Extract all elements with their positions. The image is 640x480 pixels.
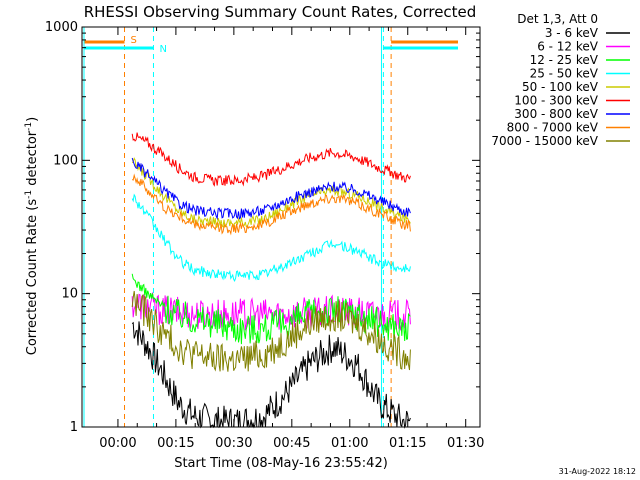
legend-label: 50 - 100 keV	[522, 80, 599, 94]
plot-frame	[81, 26, 481, 428]
y-tick-label: 1	[70, 420, 78, 435]
plot-area	[131, 132, 411, 429]
y-label-main: Corrected Count Rate (s	[25, 199, 40, 356]
y-tick-label: 1000	[45, 20, 78, 35]
y-tick-label: 10	[61, 287, 78, 302]
timestamp: 31-Aug-2022 18:12	[559, 467, 636, 476]
y-label-mid: detector	[25, 130, 40, 190]
y-tick-label: 100	[53, 153, 78, 168]
series-line-8	[131, 173, 411, 236]
y-label-sup1: -1	[24, 190, 34, 199]
legend-label: 7000 - 15000 keV	[491, 134, 598, 148]
x-tick-label: 01:30	[447, 436, 484, 451]
flag-bars: SN	[83, 27, 458, 427]
legend-label: 6 - 12 keV	[537, 40, 599, 54]
x-tick-label: 00:00	[99, 436, 136, 451]
legend-label: 3 - 6 keV	[545, 26, 599, 40]
x-ticks: 00:00 00:15 00:30 00:45 01:00 01:15 01:30	[99, 27, 484, 451]
y-label-sup2: -1	[24, 122, 34, 131]
series-line-7	[131, 157, 411, 221]
x-tick-label: 01:15	[389, 436, 426, 451]
series-line-6	[131, 132, 411, 187]
y-axis-label: Corrected Count Rate (s-1 detector-1)	[24, 117, 40, 355]
legend-label: 12 - 25 keV	[530, 53, 599, 67]
x-tick-label: 00:15	[157, 436, 194, 451]
legend-label: 100 - 300 keV	[514, 94, 598, 108]
y-label-end: )	[25, 117, 40, 122]
x-tick-label: 01:00	[331, 436, 368, 451]
flag-label: N	[159, 44, 166, 55]
series-line-4	[131, 193, 411, 283]
x-tick-label: 00:30	[215, 436, 252, 451]
series-line-9	[131, 290, 411, 372]
x-tick-label: 00:45	[273, 436, 310, 451]
legend-title: Det 1,3, Att 0	[517, 12, 598, 26]
chart-title: RHESSI Observing Summary Count Rates, Co…	[84, 3, 477, 21]
legend-label: 300 - 800 keV	[514, 107, 598, 121]
series-line-3	[131, 273, 411, 345]
legend-label: 800 - 7000 keV	[507, 121, 599, 135]
axes	[81, 26, 481, 428]
flag-label: S	[131, 35, 137, 46]
x-axis-label: Start Time (08-May-16 23:55:42)	[174, 456, 388, 471]
series-line-1	[131, 321, 411, 429]
series-line-5	[131, 157, 411, 229]
y-ticks: 1 10 100 1000	[45, 20, 480, 435]
legend-label: 25 - 50 keV	[530, 67, 599, 81]
